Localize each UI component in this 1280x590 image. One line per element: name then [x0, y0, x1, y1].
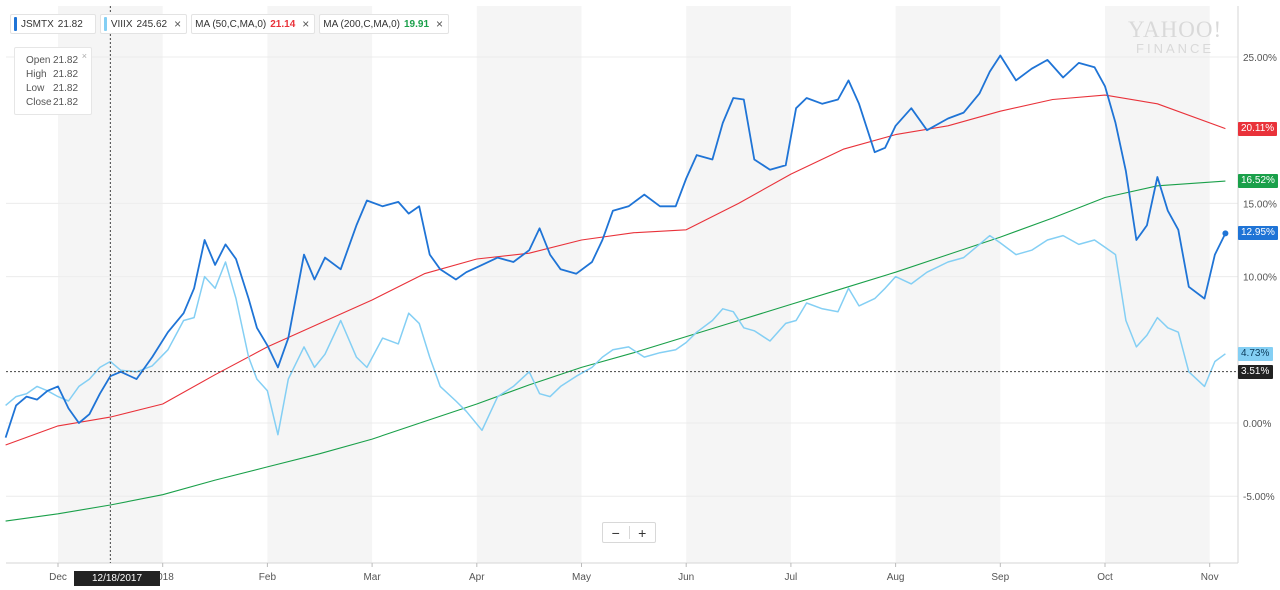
x-tick-label: May — [572, 572, 591, 583]
yahoo-finance-watermark: YAHOO! FINANCE — [1128, 18, 1222, 56]
legend-chip-ma50[interactable]: MA (50,C,MA,0) 21.14 × — [191, 14, 316, 34]
zoom-controls: − + — [602, 522, 656, 543]
x-tick-label: Oct — [1097, 572, 1113, 583]
legend-name-jsmtx: JSMTX — [21, 18, 54, 30]
remove-ma200-close-icon[interactable]: × — [436, 17, 444, 31]
ohlc-open-value: 21.82 — [53, 55, 79, 66]
ohlc-high-label: High — [26, 69, 47, 80]
x-tick-label: Mar — [363, 572, 381, 583]
ohlc-close-value: 21.82 — [53, 97, 79, 108]
legend-value-jsmtx: 21.82 — [57, 18, 83, 30]
month-band-4 — [476, 6, 582, 563]
legend-swatch-viiix — [103, 17, 107, 31]
ohlc-open-row: Open 21.82 — [26, 54, 91, 68]
ohlc-open-label: Open — [26, 55, 51, 66]
zoom-in-button[interactable]: + — [638, 524, 647, 541]
legend-chip-viiix[interactable]: VIIIX 245.62 × — [99, 14, 188, 34]
ohlc-tooltip: × Open 21.82 High 21.82 Low 21.82 Close … — [14, 47, 92, 115]
month-band-10 — [1105, 6, 1210, 563]
ohlc-close-icon[interactable]: × — [81, 51, 87, 61]
jsmtx-last-point — [1222, 230, 1229, 237]
x-tick-label: 2018 — [152, 572, 175, 583]
legend-bar: JSMTX 21.82 VIIIX 245.62 × MA (50,C,MA,0… — [10, 14, 450, 36]
ohlc-low-value: 21.82 — [53, 83, 79, 94]
x-tick-label: Dec — [49, 572, 67, 583]
ohlc-high-value: 21.82 — [53, 69, 79, 80]
legend-name-ma200: MA (200,C,MA,0) — [323, 18, 400, 30]
series-line-jsmtx — [4, 54, 1227, 438]
legend-name-ma50: MA (50,C,MA,0) — [195, 18, 267, 30]
badge-473: 4.73% — [1238, 346, 1273, 361]
legend-value-ma50: 21.14 — [270, 18, 296, 30]
series-line-viiix — [5, 234, 1226, 436]
ohlc-high-row: High 21.82 — [26, 68, 91, 82]
x-tick-label: Aug — [887, 572, 905, 583]
badge-2011: 20.11% — [1238, 121, 1278, 136]
remove-viiix-close-icon[interactable]: × — [174, 17, 182, 31]
legend-value-ma200: 19.91 — [404, 18, 430, 30]
x-tick-label: Sep — [991, 572, 1009, 583]
y-tick-label: 0.00% — [1243, 419, 1271, 430]
crosshair-date-label: 12/18/2017 — [74, 571, 160, 586]
month-band-2 — [267, 6, 373, 563]
y-tick-label: 10.00% — [1243, 273, 1277, 284]
month-band-6 — [686, 6, 791, 563]
top-strip — [0, 0, 1280, 6]
x-tick-label: Nov — [1201, 572, 1219, 583]
x-tick-label: Jun — [678, 572, 694, 583]
y-tick-label: 15.00% — [1243, 199, 1277, 210]
ohlc-close-row: Close 21.82 — [26, 96, 91, 110]
zoom-out-button[interactable]: − — [611, 524, 620, 541]
ohlc-low-label: Low — [26, 83, 45, 94]
ohlc-low-row: Low 21.82 — [26, 82, 91, 96]
ohlc-close-label: Close — [26, 97, 52, 108]
series-line-ma-50-c-ma-0- — [5, 94, 1226, 446]
x-tick-label: Apr — [469, 572, 485, 583]
y-tick-label: -5.00% — [1243, 492, 1275, 503]
legend-chip-jsmtx[interactable]: JSMTX 21.82 — [10, 14, 96, 34]
x-tick-label: Jul — [785, 572, 798, 583]
series-line-ma-200-c-ma-0- — [5, 180, 1226, 522]
badge-1652: 16.52% — [1238, 174, 1278, 189]
watermark-line-2: FINANCE — [1136, 41, 1215, 56]
zoom-separator — [628, 526, 630, 539]
legend-chip-ma200[interactable]: MA (200,C,MA,0) 19.91 × — [319, 14, 450, 34]
x-tick-label: Feb — [259, 572, 277, 583]
badge-351: 3.51% — [1238, 364, 1273, 379]
remove-ma50-close-icon[interactable]: × — [302, 17, 310, 31]
legend-value-viiix: 245.62 — [136, 18, 168, 30]
month-band-8 — [895, 6, 1001, 563]
y-tick-label: 25.00% — [1243, 53, 1277, 64]
badge-1295: 12.95% — [1238, 226, 1278, 241]
watermark-line-1: YAHOO! — [1128, 17, 1223, 42]
legend-name-viiix: VIIIX — [110, 18, 133, 30]
legend-swatch-jsmtx — [14, 17, 17, 31]
